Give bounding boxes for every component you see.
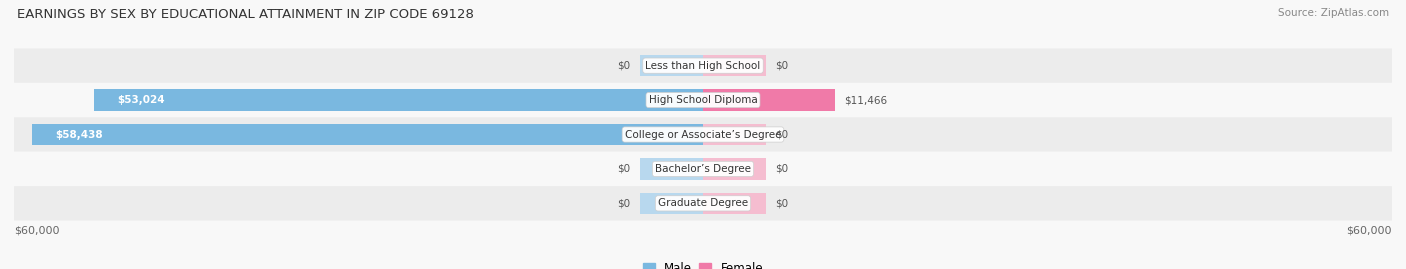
Text: $60,000: $60,000 xyxy=(14,226,59,236)
FancyBboxPatch shape xyxy=(14,117,1392,152)
FancyBboxPatch shape xyxy=(14,152,1392,186)
Text: College or Associate’s Degree: College or Associate’s Degree xyxy=(624,129,782,140)
Text: $0: $0 xyxy=(775,164,789,174)
Text: Graduate Degree: Graduate Degree xyxy=(658,198,748,208)
Bar xyxy=(640,55,703,76)
FancyBboxPatch shape xyxy=(14,48,1392,83)
Text: $53,024: $53,024 xyxy=(117,95,165,105)
Text: $0: $0 xyxy=(617,164,631,174)
Legend: Male, Female: Male, Female xyxy=(638,258,768,269)
Bar xyxy=(32,124,703,145)
Text: $11,466: $11,466 xyxy=(844,95,887,105)
Text: High School Diploma: High School Diploma xyxy=(648,95,758,105)
Text: $58,438: $58,438 xyxy=(55,129,103,140)
Bar xyxy=(703,89,835,111)
Bar xyxy=(640,193,703,214)
Bar xyxy=(94,89,703,111)
Text: $0: $0 xyxy=(617,61,631,71)
Text: $60,000: $60,000 xyxy=(1347,226,1392,236)
Text: $0: $0 xyxy=(775,61,789,71)
Text: Source: ZipAtlas.com: Source: ZipAtlas.com xyxy=(1278,8,1389,18)
Bar xyxy=(703,158,766,180)
Bar xyxy=(703,193,766,214)
FancyBboxPatch shape xyxy=(14,83,1392,117)
Text: $0: $0 xyxy=(775,129,789,140)
Text: Less than High School: Less than High School xyxy=(645,61,761,71)
Text: Bachelor’s Degree: Bachelor’s Degree xyxy=(655,164,751,174)
Bar xyxy=(703,124,766,145)
Text: $0: $0 xyxy=(617,198,631,208)
FancyBboxPatch shape xyxy=(14,186,1392,221)
Text: EARNINGS BY SEX BY EDUCATIONAL ATTAINMENT IN ZIP CODE 69128: EARNINGS BY SEX BY EDUCATIONAL ATTAINMEN… xyxy=(17,8,474,21)
Bar xyxy=(640,158,703,180)
Bar xyxy=(703,55,766,76)
Text: $0: $0 xyxy=(775,198,789,208)
